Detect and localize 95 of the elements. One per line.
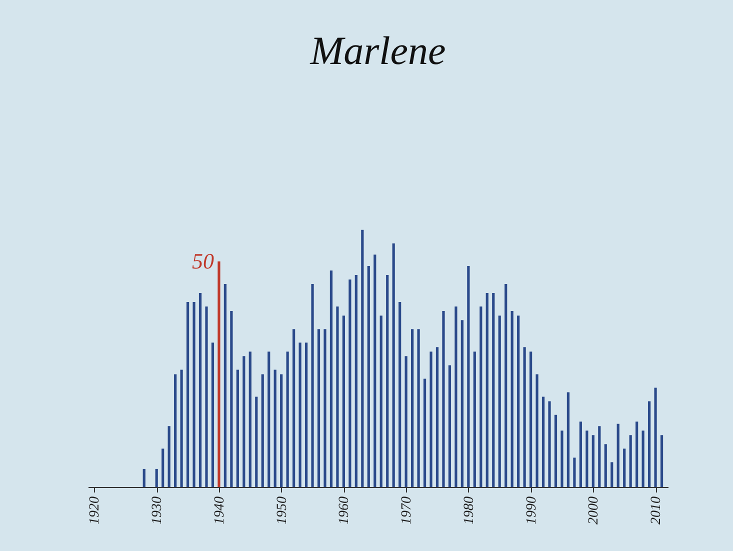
bar [392,243,395,487]
bar [454,306,458,487]
x-tick-label: 1980 [462,496,477,524]
x-tick-label: 1960 [337,496,352,524]
bar [142,468,146,487]
x-tick-label: 1950 [274,496,290,524]
bar [642,430,644,487]
bar [604,444,607,487]
x-tick-label: 2010 [649,496,664,524]
bar [380,316,382,487]
bar [374,254,376,487]
bar [586,430,588,487]
bar [510,311,514,487]
bar [629,435,632,487]
bar [286,352,289,487]
x-tick-label: 1970 [400,496,415,524]
bar [367,266,370,487]
x-tick-label: 1940 [212,496,228,524]
bar [317,329,320,487]
bar [442,311,445,487]
bar [255,396,258,487]
bar [610,462,614,487]
bar [448,365,452,487]
bar [517,316,520,487]
x-tick-label: 1990 [524,496,540,524]
bar [529,352,532,487]
bar [423,378,426,487]
bar [324,329,326,487]
bar [330,270,333,487]
bar [467,266,470,487]
bar [236,370,239,487]
bar [311,284,314,487]
bar [560,430,564,487]
bar [192,302,196,487]
bar [636,422,638,487]
data-label: 50 [192,248,214,274]
bar [404,356,408,487]
bar [486,293,488,487]
bar [480,306,482,487]
bar [205,306,208,487]
bar [579,422,582,487]
bar [523,347,526,487]
bar [162,448,164,487]
bar [218,261,220,487]
bar [280,374,283,487]
bar [417,329,420,487]
bar [548,401,551,487]
bar [592,435,594,487]
bar [268,352,270,487]
bar [211,342,214,487]
bar [430,352,432,487]
bar [398,302,402,487]
chart-title: Marlene [309,28,446,73]
bar [242,356,246,487]
bar [168,426,170,487]
x-tick-label: 1930 [150,496,166,524]
bar [386,274,389,487]
bar [224,284,227,487]
bar [292,329,296,487]
bar [411,329,414,487]
bar [274,370,276,487]
bar [573,458,576,487]
bar [348,279,352,487]
bar [623,448,626,487]
bar [492,293,495,487]
bar [248,352,252,487]
bar [598,426,601,487]
bar [542,396,545,487]
bar [648,401,651,487]
bar [336,306,339,487]
bar [498,316,501,487]
bar [261,374,264,487]
bar [186,302,190,487]
bar [361,230,364,487]
bar [180,370,183,487]
bar [304,342,308,487]
bar [473,352,476,487]
bar [654,388,657,487]
bar [660,435,664,487]
bar [536,374,538,487]
x-tick-label: 1920 [88,496,103,524]
bar [342,316,345,487]
bar [554,414,558,487]
bar [436,347,439,487]
bar [174,374,177,487]
bar [230,311,233,487]
bar [198,293,202,487]
bar [298,342,302,487]
bar [616,424,620,487]
bar [566,392,570,487]
bar [155,468,158,487]
x-tick-label: 2000 [586,496,602,524]
bar [504,284,508,487]
bar [460,320,464,487]
bar [354,274,358,487]
